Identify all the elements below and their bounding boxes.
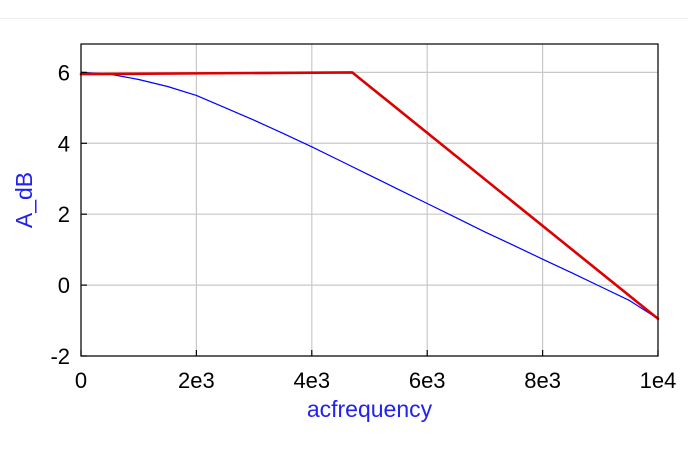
x-tick-label: 2e3 (178, 368, 215, 393)
y-axis-label: A_dB (11, 172, 37, 228)
x-tick-labels: 0 2e3 4e3 6e3 8e3 1e4 (75, 368, 676, 393)
series-layer (79, 71, 660, 321)
x-tick-label: 6e3 (409, 368, 446, 393)
top-divider (0, 18, 688, 19)
y-tick-label: -2 (50, 344, 70, 369)
y-tick-label: 0 (58, 273, 70, 298)
grid (80, 44, 659, 357)
x-tick-label: 8e3 (524, 368, 561, 393)
x-axis-label: acfrequency (307, 396, 433, 422)
y-tick-label: 4 (58, 131, 70, 156)
y-tick-label: 6 (58, 60, 70, 85)
x-tick-label: 4e3 (293, 368, 330, 393)
series-line-2 (79, 71, 660, 321)
series-line-1 (80, 71, 659, 320)
plot-frame (80, 43, 659, 357)
y-tick-label: 2 (58, 202, 70, 227)
y-tick-labels: -2 0 2 4 6 (50, 60, 70, 369)
x-tick-label: 0 (75, 368, 87, 393)
x-tick-label: 1e4 (640, 368, 677, 393)
tick-marks (80, 71, 659, 357)
